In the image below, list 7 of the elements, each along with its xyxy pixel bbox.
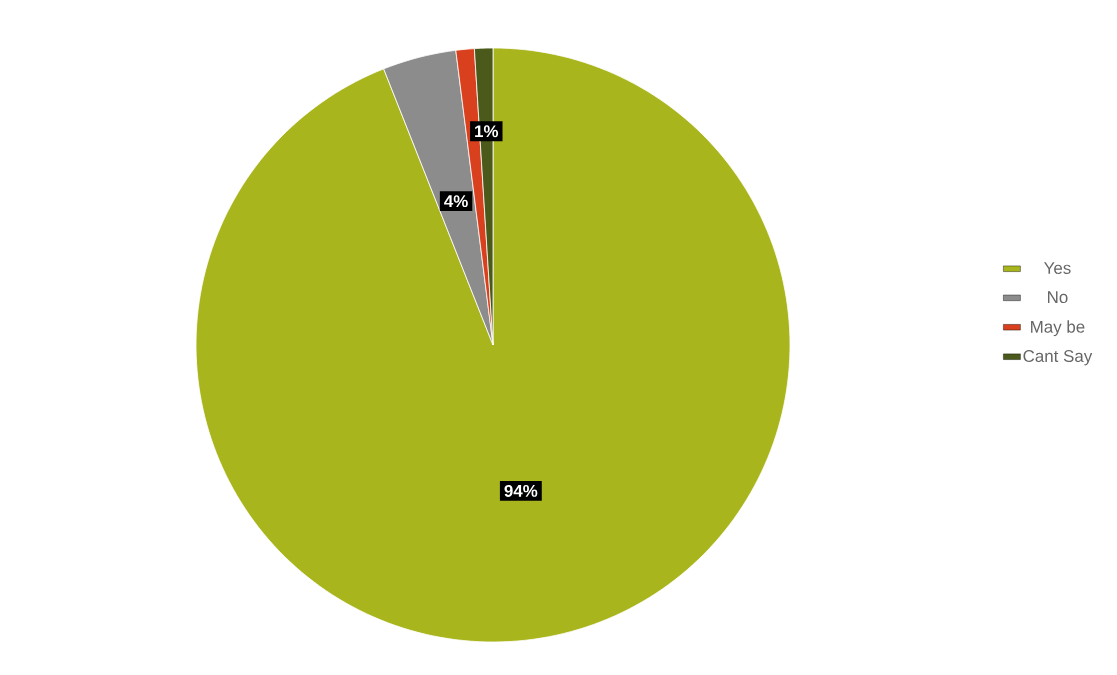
legend-label: Cant Say (1023, 350, 1093, 366)
legend-label: Yes (1044, 262, 1071, 275)
legend-label: May be (1031, 320, 1085, 337)
data-label: 4% (444, 195, 468, 208)
data-label: 1% (475, 125, 499, 138)
data-label: 94% (504, 484, 538, 497)
legend-label: No (1048, 291, 1068, 304)
